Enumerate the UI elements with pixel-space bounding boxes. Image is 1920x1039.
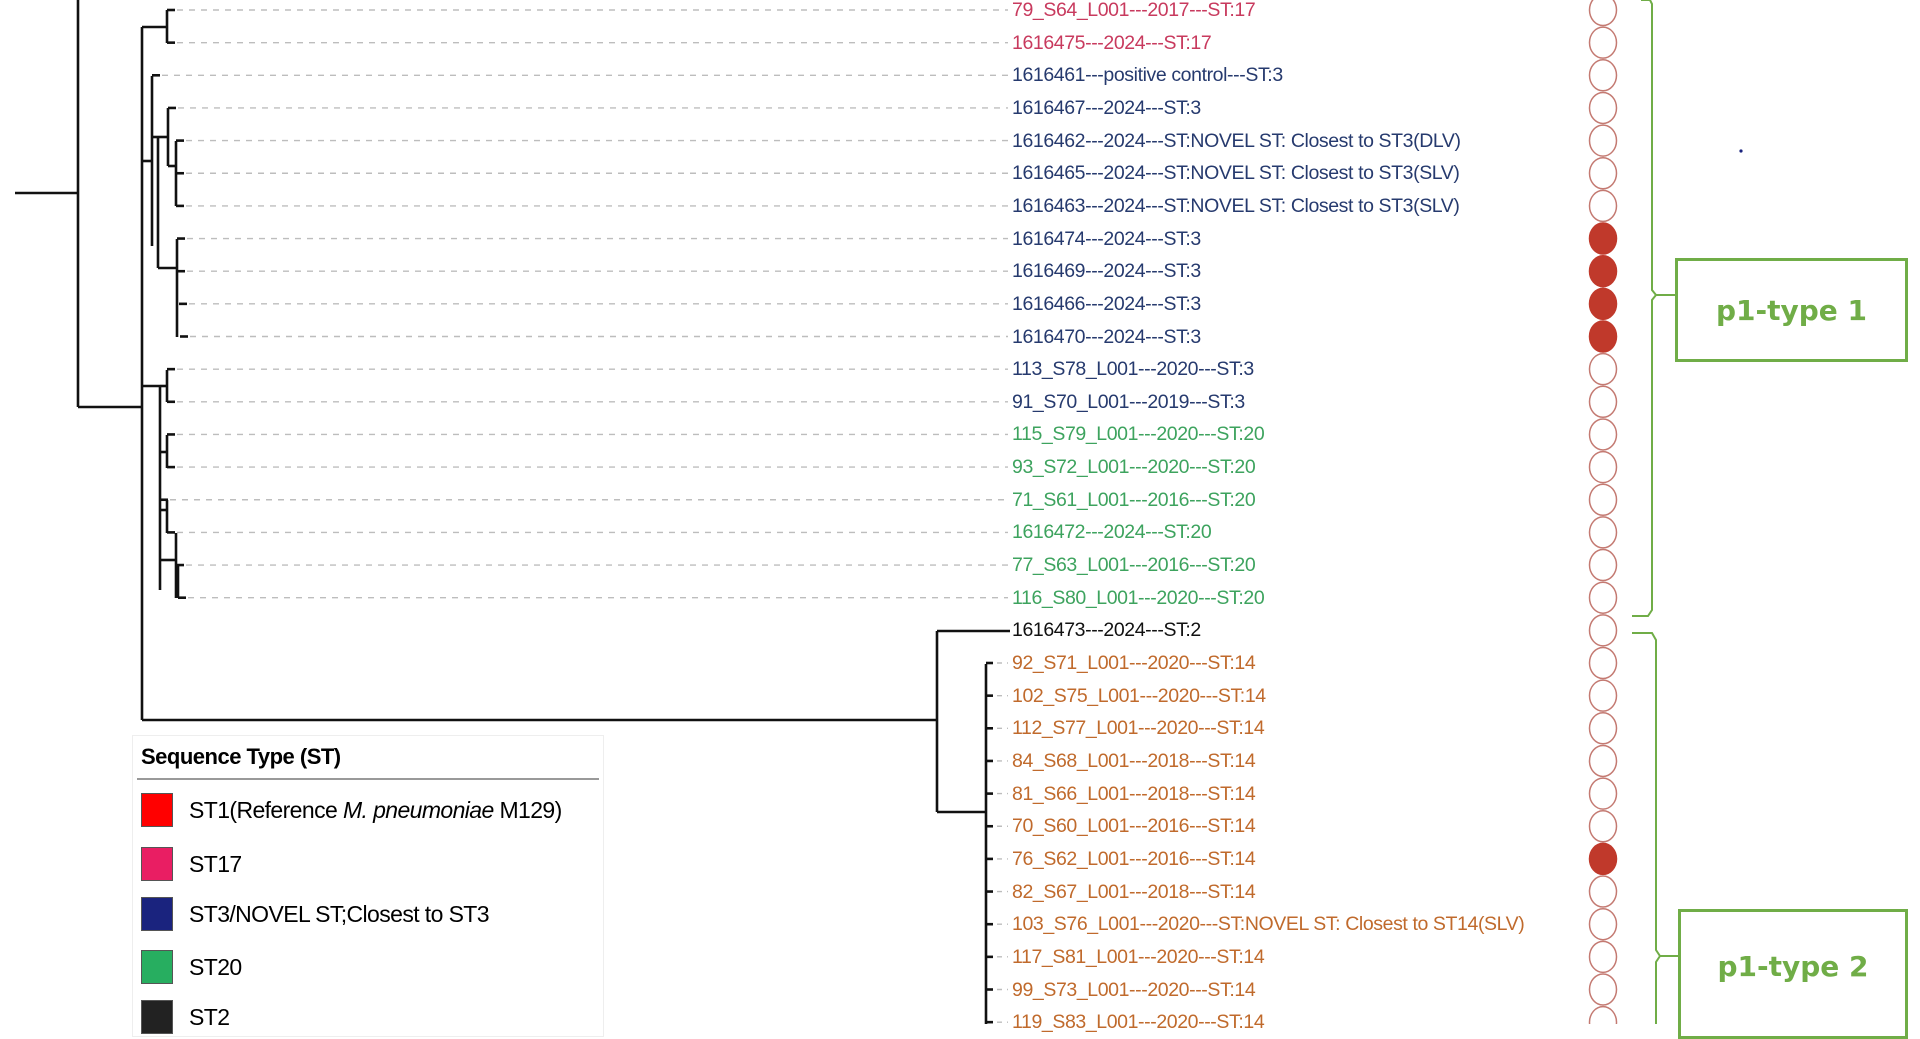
tip-label: 1616465---2024---ST:NOVEL ST: Closest to…	[1012, 162, 1460, 185]
empty-circle-marker	[1588, 124, 1618, 157]
legend-label-text: ST2	[189, 1003, 230, 1030]
tip-label: 99_S73_L001---2020---ST:14	[1012, 978, 1256, 1001]
filled-circle-marker	[1588, 320, 1618, 353]
filled-circle-marker	[1588, 287, 1618, 321]
p1-type-2-label: p1-type 2	[1717, 949, 1869, 983]
empty-circle-marker	[1588, 940, 1618, 974]
p1-type-1-bracket	[1632, 0, 1675, 617]
empty-circle-marker	[1588, 1005, 1618, 1024]
tip-label: 1616469---2024---ST:3	[1012, 260, 1201, 283]
empty-circle-marker	[1588, 189, 1618, 223]
empty-circle-marker	[1588, 548, 1618, 582]
tip-label: 113_S78_L001---2020---ST:3	[1012, 358, 1254, 381]
legend-item: ST2	[141, 999, 230, 1035]
tip-label: 1616463---2024---ST:NOVEL ST: Closest to…	[1012, 194, 1460, 217]
empty-circle-marker	[1588, 157, 1618, 190]
tip-label: 77_S63_L001---2016---ST:20	[1012, 554, 1256, 577]
tip-label: 103_S76_L001---2020---ST:NOVEL ST: Close…	[1012, 913, 1525, 936]
legend-item: ST1(Reference M. pneumoniae M129)	[141, 792, 562, 828]
filled-circle-marker	[1588, 254, 1618, 288]
empty-circle-marker	[1588, 418, 1618, 451]
tip-label: 1616462---2024---ST:NOVEL ST: Closest to…	[1012, 129, 1461, 152]
empty-circle-marker	[1588, 907, 1618, 941]
legend-label-text: ST3/NOVEL ST;Closest to ST3	[189, 900, 490, 927]
legend-swatch	[141, 793, 173, 827]
legend-swatch	[141, 847, 173, 881]
tip-label: 1616467---2024---ST:3	[1012, 96, 1201, 119]
stray-dot	[1739, 149, 1743, 153]
legend: Sequence Type (ST) ST1(Reference M. pneu…	[132, 735, 604, 1037]
legend-label: ST20	[189, 954, 242, 981]
tip-label: 112_S77_L001---2020---ST:14	[1012, 717, 1265, 740]
empty-circle-marker	[1588, 646, 1618, 680]
empty-circle-marker	[1588, 483, 1618, 516]
tip-label: 91_S70_L001---2019---ST:3	[1012, 390, 1245, 413]
empty-circle-marker	[1588, 26, 1618, 59]
tip-label: 1616461---positive control---ST:3	[1012, 64, 1283, 87]
empty-circle-marker	[1588, 581, 1618, 614]
empty-circle-marker	[1588, 875, 1618, 908]
tip-label: 76_S62_L001---2016---ST:14	[1012, 847, 1256, 870]
empty-circle-marker	[1588, 679, 1618, 712]
legend-label: ST17	[189, 851, 242, 878]
legend-item: ST3/NOVEL ST;Closest to ST3	[141, 896, 490, 932]
tip-label: 115_S79_L001---2020---ST:20	[1012, 423, 1265, 446]
tip-label: 119_S83_L001---2020---ST:14	[1012, 1011, 1265, 1034]
filled-circle-marker	[1588, 842, 1618, 876]
tip-label: 92_S71_L001---2020---ST:14	[1012, 652, 1256, 674]
empty-circle-marker	[1588, 0, 1618, 27]
tip-label: 116_S80_L001---2020---ST:20	[1012, 586, 1265, 609]
legend-label: ST3/NOVEL ST;Closest to ST3	[189, 900, 490, 928]
legend-title: Sequence Type (ST)	[141, 744, 341, 769]
tip-label: 1616472---2024---ST:20	[1012, 521, 1212, 544]
filled-circle-marker	[1588, 222, 1618, 255]
tip-label: 79_S64_L001---2017---ST:17	[1012, 0, 1256, 21]
tip-label: 81_S66_L001---2018---ST:14	[1012, 782, 1256, 805]
p1-type-1-label: p1-type 1	[1715, 293, 1868, 327]
empty-circle-marker	[1588, 712, 1618, 745]
empty-circle-marker	[1588, 352, 1618, 386]
legend-swatch	[141, 1000, 173, 1034]
tip-label: 84_S68_L001---2018---ST:14	[1012, 749, 1256, 772]
empty-circle-marker	[1588, 91, 1618, 125]
legend-swatch	[141, 897, 173, 931]
empty-circle-marker	[1588, 614, 1618, 647]
tip-label: 102_S75_L001---2020---ST:14	[1012, 684, 1266, 707]
empty-circle-marker	[1588, 810, 1618, 843]
empty-circle-marker	[1588, 744, 1618, 778]
tip-label: 117_S81_L001---2020---ST:14	[1012, 945, 1265, 968]
tip-label: 1616470---2024---ST:3	[1012, 325, 1201, 348]
tip-label: 70_S60_L001---2016---ST:14	[1012, 815, 1256, 838]
empty-circle-marker	[1588, 450, 1618, 484]
legend-label-suffix: M129)	[493, 796, 562, 823]
p1-type-2-box: p1-type 2	[1678, 909, 1908, 1039]
empty-circle-marker	[1588, 385, 1618, 419]
legend-divider	[137, 778, 599, 780]
legend-swatch	[141, 950, 173, 984]
p1-type-2-bracket	[1632, 632, 1678, 1024]
empty-circle-marker	[1588, 973, 1618, 1006]
legend-item: ST20	[141, 949, 242, 985]
legend-label: ST2	[189, 1003, 230, 1031]
empty-circle-marker	[1588, 59, 1618, 92]
tip-label: 1616475---2024---ST:17	[1012, 31, 1212, 54]
empty-circle-marker	[1588, 516, 1618, 549]
legend-label-text: ST20	[189, 953, 242, 980]
tip-label: 1616466---2024---ST:3	[1012, 292, 1201, 315]
legend-item: ST17	[141, 846, 242, 882]
tip-label: 93_S72_L001---2020---ST:20	[1012, 456, 1256, 479]
legend-label-text: ST17	[189, 850, 242, 877]
empty-circle-marker	[1588, 777, 1618, 810]
legend-label: ST1(Reference M. pneumoniae M129)	[189, 797, 562, 824]
tip-label: 1616474---2024---ST:3	[1012, 227, 1201, 250]
legend-label-species: M. pneumoniae	[342, 796, 494, 823]
p1-type-1-box: p1-type 1	[1675, 258, 1908, 362]
legend-label-text: ST1(Reference	[189, 796, 343, 823]
tip-label: 82_S67_L001---2018---ST:14	[1012, 880, 1256, 903]
tip-label: 71_S61_L001---2016---ST:20	[1012, 488, 1256, 511]
tip-label: 1616473---2024---ST:2	[1012, 619, 1201, 642]
